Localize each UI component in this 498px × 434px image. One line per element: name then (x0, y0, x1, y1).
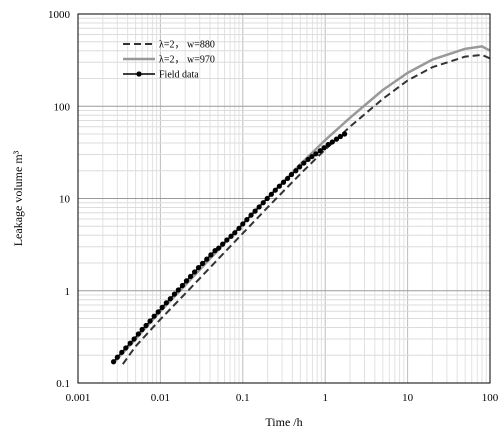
field-data-point (325, 141, 331, 148)
field-data-point (240, 221, 246, 227)
field-data-point (228, 233, 234, 239)
field-data-point (199, 260, 206, 266)
field-data-point (131, 336, 137, 342)
field-data-point (293, 168, 299, 174)
field-data-point (252, 208, 258, 214)
field-data-point (288, 171, 295, 178)
field-data-point (167, 296, 173, 302)
field-data-point (337, 133, 344, 140)
y-tick-label: 100 (54, 101, 71, 113)
y-tick-label: 10 (59, 194, 71, 206)
tick-labels: 0.001 0.01 0.1 1 10 100 0.1 1 10 100 1000 (48, 9, 498, 404)
field-data-point (155, 309, 161, 315)
x-tick-label: 0.1 (236, 392, 250, 404)
field-data-point (313, 151, 319, 157)
field-data-point (204, 256, 210, 262)
field-data-point (220, 241, 226, 247)
field-data-point (191, 269, 198, 275)
field-data-point (236, 225, 242, 231)
field-data-point (159, 304, 165, 310)
field-data-point (280, 179, 287, 185)
field-data-point (272, 187, 278, 193)
field-data-point (119, 349, 125, 355)
field-data-point (114, 354, 120, 360)
field-data-point (163, 300, 169, 306)
y-tick-label: 1 (65, 286, 71, 298)
x-tick-label: 0.01 (151, 392, 170, 404)
field-data-point (127, 340, 133, 346)
series-layer (110, 45, 491, 365)
field-data-point (147, 318, 153, 324)
series-line-1 (113, 45, 491, 363)
field-data-point (268, 191, 274, 197)
field-data-point (248, 212, 254, 218)
field-data-point (179, 282, 186, 289)
field-data-point (301, 160, 307, 166)
x-tick-label: 100 (482, 392, 498, 404)
field-data-point (305, 156, 311, 163)
field-data-point (264, 195, 270, 202)
field-data-point (244, 217, 250, 223)
field-data-point (297, 164, 303, 170)
plot-frame (77, 13, 491, 384)
series-line-2 (112, 133, 345, 363)
field-data-point (143, 322, 149, 329)
field-data-point (329, 139, 335, 145)
field-data-point (187, 273, 194, 280)
field-data-point (151, 313, 157, 319)
field-data-point (212, 248, 218, 254)
field-data-point (139, 326, 145, 333)
field-data-point (285, 175, 291, 182)
field-data-point (321, 145, 327, 151)
x-tick-label: 0.001 (66, 392, 91, 404)
y-tick-label: 0.1 (56, 378, 70, 390)
field-data-point (309, 153, 315, 160)
field-data-point (110, 359, 117, 365)
series-line-0 (121, 53, 491, 365)
grid-lines (77, 14, 490, 384)
field-data-point (256, 204, 262, 210)
legend-label-0: λ=2， w=880 (159, 40, 215, 51)
y-tick-label: 1000 (48, 9, 71, 21)
x-axis-label: Time /h (265, 415, 302, 429)
field-data-point (224, 237, 230, 243)
field-data-point (216, 245, 222, 251)
field-data-point (260, 200, 266, 206)
field-data-point (135, 331, 141, 337)
field-data-point (208, 252, 214, 258)
legend-label-1: λ=2， w=970 (159, 55, 215, 66)
field-data-point (342, 131, 348, 137)
field-data-point (232, 230, 238, 236)
field-data-point (195, 265, 202, 271)
legend-label-2: Field data (159, 70, 199, 81)
field-data-point (123, 345, 129, 351)
legend: λ=2， w=880 λ=2， w=970 Field data (123, 40, 215, 81)
field-data-point (317, 148, 323, 154)
field-data-point (183, 278, 190, 284)
legend-marker (136, 71, 142, 77)
field-data-point (333, 136, 340, 142)
x-tick-label: 1 (322, 392, 328, 404)
y-axis-label: Leakage volume m³ (11, 150, 25, 246)
x-tick-label: 10 (402, 392, 414, 404)
field-data-point (171, 291, 178, 297)
field-data-point (276, 183, 282, 189)
field-data-point (175, 287, 181, 293)
